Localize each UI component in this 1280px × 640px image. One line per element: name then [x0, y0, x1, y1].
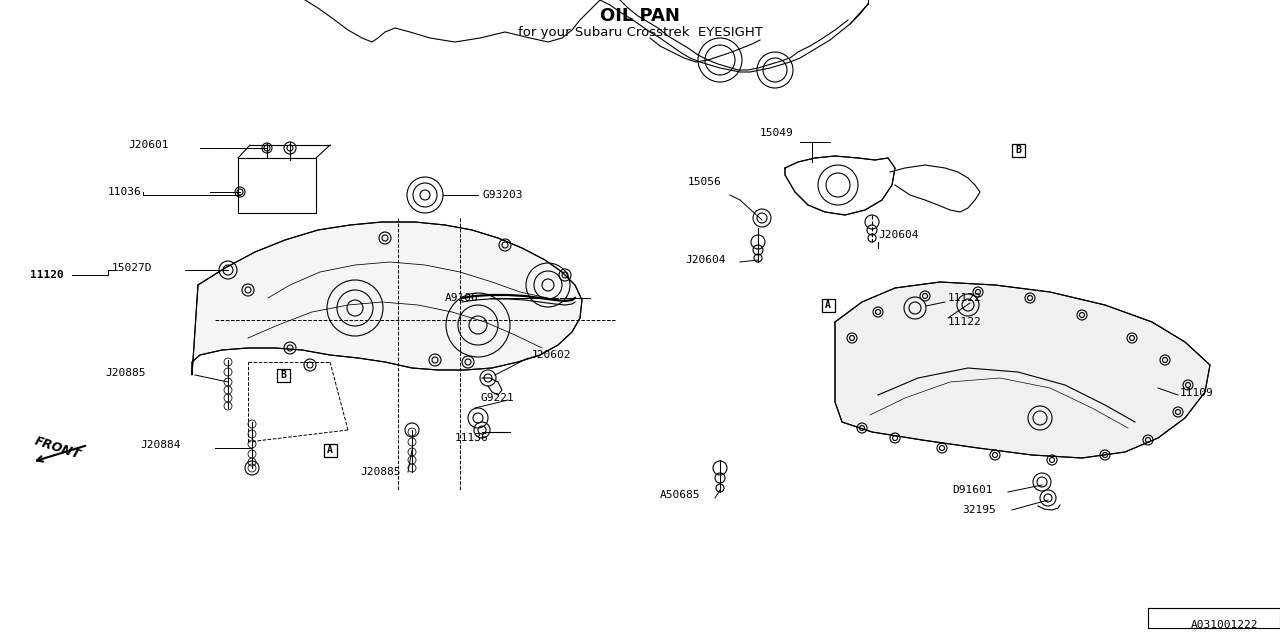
Text: 15056: 15056: [689, 177, 722, 187]
Text: B: B: [1015, 145, 1021, 155]
Text: FRONT: FRONT: [33, 435, 83, 461]
Bar: [1011, 143, 1024, 157]
Text: 11120: 11120: [29, 270, 64, 280]
Text: A50685: A50685: [660, 490, 700, 500]
Text: 32195: 32195: [963, 505, 996, 515]
Text: J20604: J20604: [685, 255, 726, 265]
Text: G9221: G9221: [480, 393, 513, 403]
Text: G93203: G93203: [483, 190, 522, 200]
Text: J20884: J20884: [140, 440, 180, 450]
Text: 15049: 15049: [760, 128, 794, 138]
Text: A031001222: A031001222: [1190, 620, 1258, 630]
Text: 11122: 11122: [948, 317, 982, 327]
Text: J20885: J20885: [360, 467, 401, 477]
Text: J20604: J20604: [878, 230, 919, 240]
Text: A: A: [328, 445, 333, 455]
Text: J20602: J20602: [530, 350, 571, 360]
Polygon shape: [835, 282, 1210, 458]
Polygon shape: [192, 222, 582, 375]
Text: D91601: D91601: [952, 485, 992, 495]
Bar: [822, 298, 835, 312]
Text: 15027D: 15027D: [113, 263, 152, 273]
Text: 11036: 11036: [108, 187, 142, 197]
Text: A: A: [826, 300, 831, 310]
Text: OIL PAN: OIL PAN: [600, 7, 680, 25]
Text: 11136: 11136: [454, 433, 489, 443]
Polygon shape: [785, 156, 895, 215]
Bar: [238, 158, 316, 213]
Text: 11122: 11122: [948, 293, 982, 303]
Text: J20601: J20601: [128, 140, 169, 150]
Text: for your Subaru Crosstrek  EYESIGHT: for your Subaru Crosstrek EYESIGHT: [517, 26, 763, 38]
Text: A9106: A9106: [445, 293, 479, 303]
Text: 11109: 11109: [1180, 388, 1213, 398]
Bar: [324, 444, 337, 456]
Text: B: B: [280, 370, 285, 380]
Bar: [276, 369, 289, 381]
Text: J20885: J20885: [105, 368, 146, 378]
